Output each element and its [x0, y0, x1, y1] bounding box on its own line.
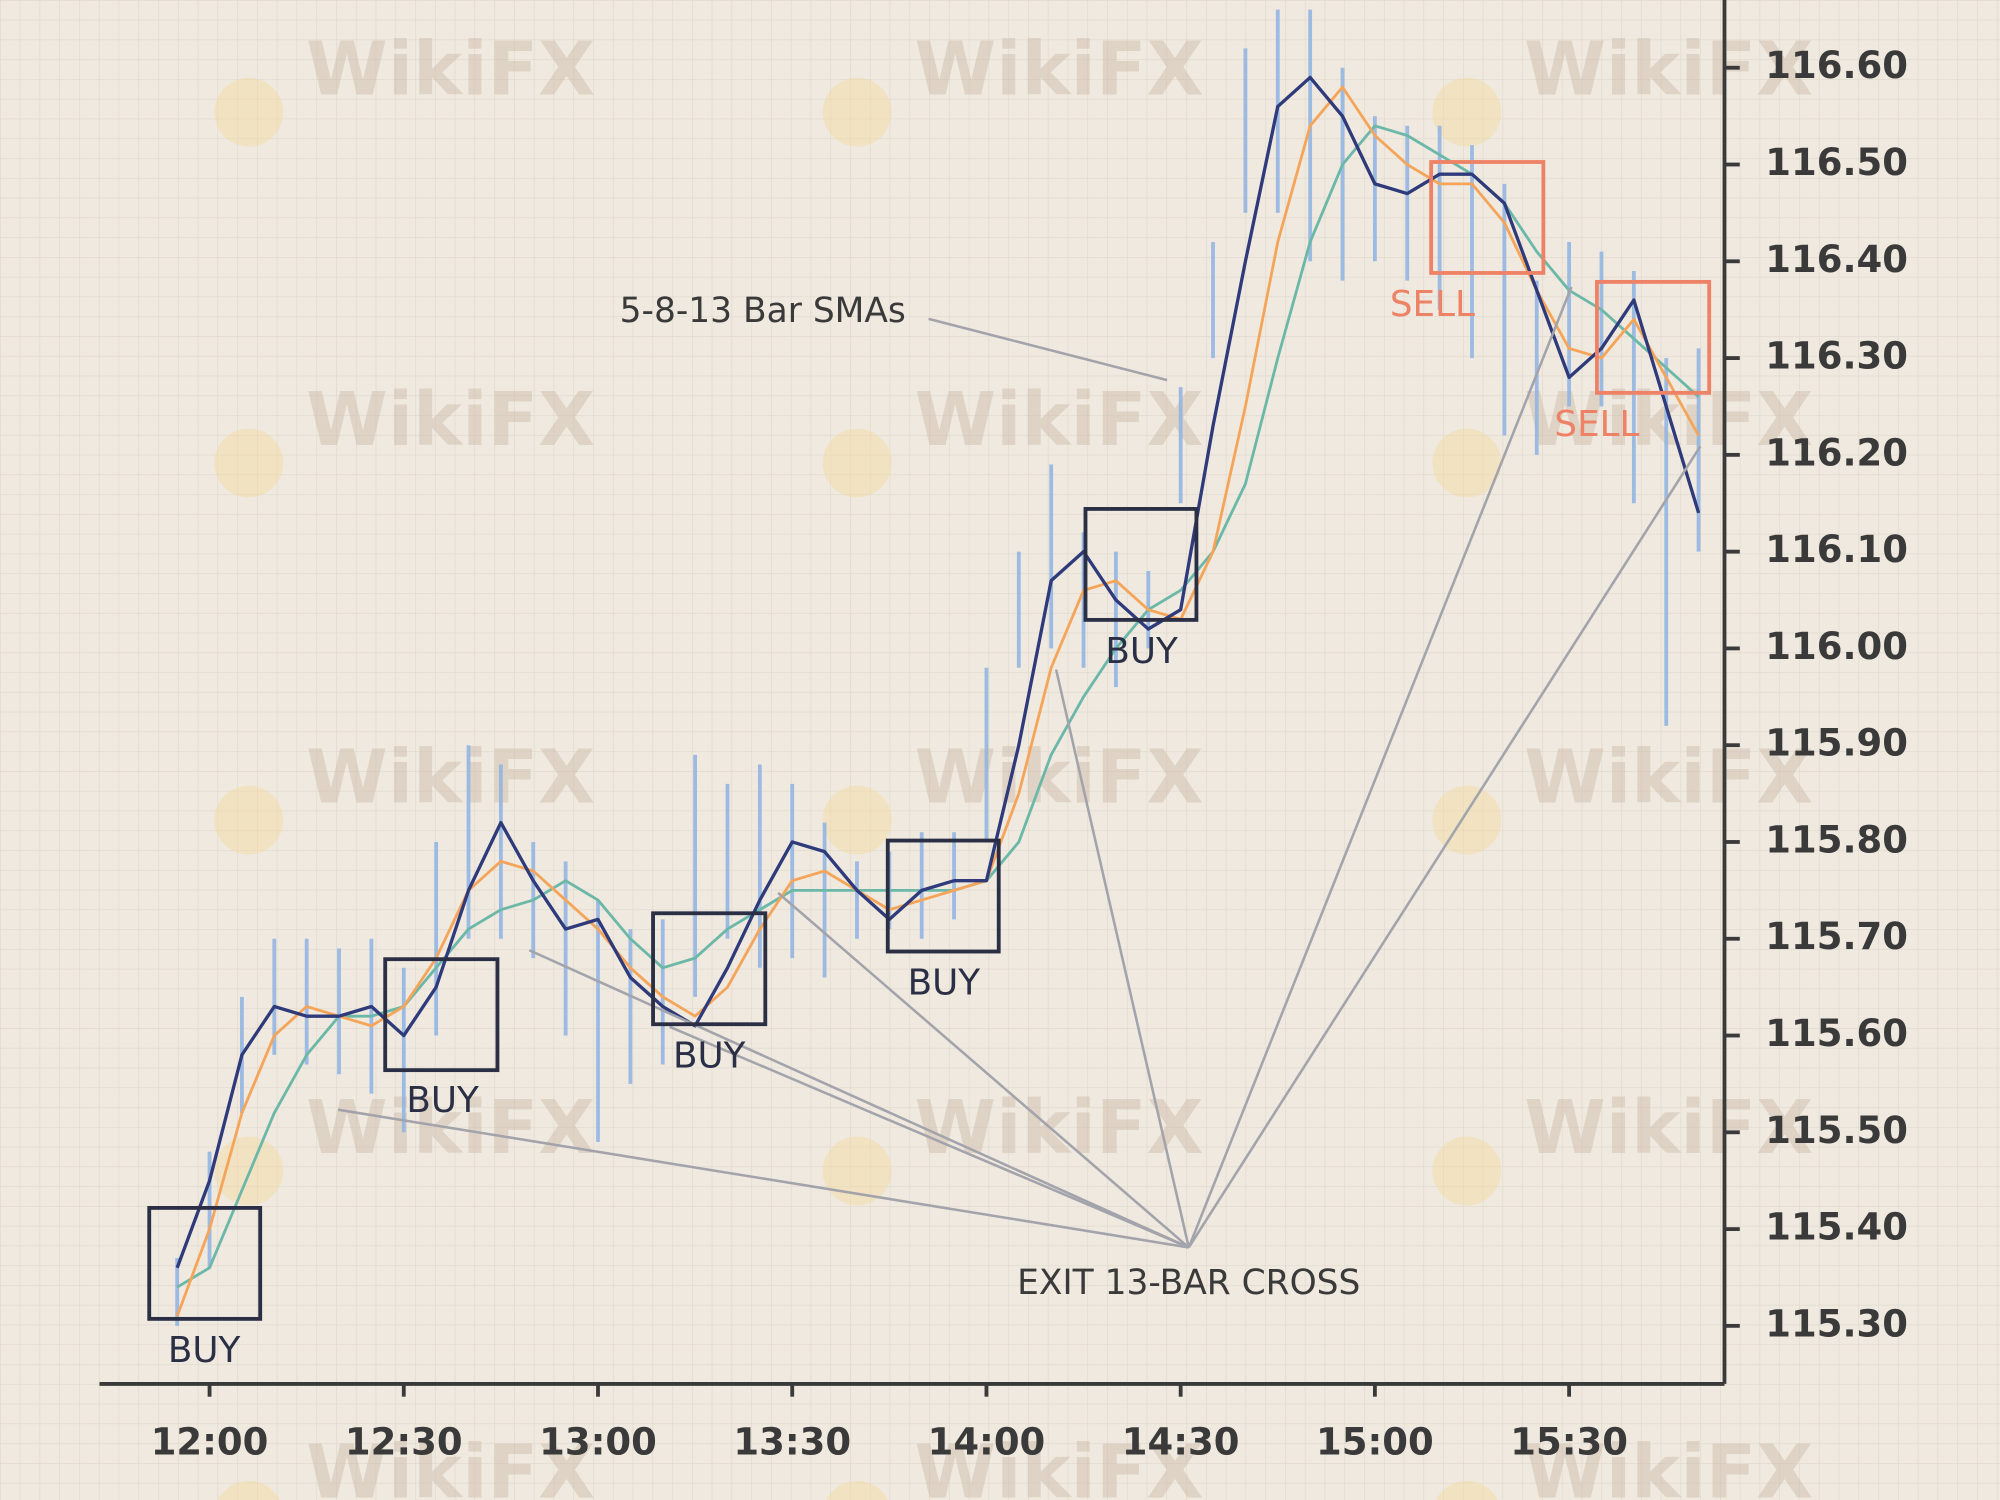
watermark-logo	[1435, 1480, 1498, 1500]
watermark-logo	[1432, 1136, 1502, 1206]
axes: 12:00 12:30 13:00 13:30 14:00 14:30 15:00 15:30…	[99, 0, 1908, 1463]
watermark: WikiFX	[306, 734, 595, 820]
y-tick-label: 116.30	[1765, 335, 1908, 378]
signal-label: BUY	[673, 1035, 746, 1076]
x-tick-label: 14:30	[1122, 1420, 1240, 1463]
y-tick-label: 115.90	[1765, 722, 1908, 765]
x-tick-label: 12:30	[345, 1420, 463, 1463]
buy-box	[651, 911, 768, 1027]
y-tick-label: 116.50	[1765, 141, 1908, 184]
y-tick-label: 115.30	[1765, 1302, 1908, 1345]
y-tick-label: 116.10	[1765, 528, 1908, 571]
watermark-logo	[822, 1136, 892, 1206]
sma-line	[175, 75, 1701, 1269]
watermark: WikiFX	[915, 1430, 1204, 1500]
watermark: WikiFX	[1524, 26, 1813, 112]
watermark: WikiFX	[915, 26, 1204, 112]
sma-line	[175, 85, 1700, 1317]
buy-box	[383, 957, 500, 1073]
watermark: WikiFX	[306, 26, 595, 112]
buy-box	[885, 838, 1001, 954]
exit-annotation: EXIT 13-BAR CROSS	[1017, 1263, 1360, 1303]
signal-label: BUY	[168, 1330, 241, 1371]
pointer-line	[777, 891, 1190, 1249]
watermark-logo	[822, 785, 892, 855]
x-tick-label: 13:00	[539, 1420, 657, 1463]
watermark: WikiFX	[306, 1430, 595, 1500]
watermark-logo	[822, 77, 892, 147]
sell-box	[1429, 160, 1546, 275]
y-tick-label: 115.50	[1765, 1109, 1908, 1152]
sma-annotation: 5-8-13 Bar SMAs	[620, 291, 906, 331]
signal-label: BUY	[908, 963, 981, 1004]
y-tick-label: 116.00	[1765, 625, 1908, 668]
x-tick-label: 15:00	[1316, 1420, 1434, 1463]
y-tick-label: 115.40	[1765, 1206, 1908, 1249]
signal-label: SELL	[1390, 284, 1475, 325]
signal-label: BUY	[1105, 631, 1178, 672]
watermark: WikiFX	[306, 377, 595, 463]
y-tick-label: 115.60	[1765, 1012, 1908, 1055]
watermark: WikiFX	[915, 734, 1204, 820]
signal-label: BUY	[406, 1080, 479, 1121]
watermark-logo	[822, 428, 892, 498]
signal-boxes	[147, 160, 1712, 1321]
watermark-logo	[1432, 785, 1502, 855]
pointer-line	[337, 1108, 1189, 1249]
sma-line	[176, 124, 1700, 1289]
pointer-line	[1054, 669, 1191, 1248]
watermark-logo	[214, 785, 284, 855]
watermarks: WikiFX WikiFX WikiFX WikiFX WikiFX WikiFX Wiki…	[214, 26, 1813, 1500]
watermark: WikiFX	[1524, 734, 1813, 820]
watermark-logo	[214, 428, 284, 498]
watermark-logo	[217, 1480, 280, 1500]
y-tick-label: 115.70	[1765, 915, 1908, 958]
pointer-line	[1187, 445, 1702, 1249]
buy-box	[147, 1205, 263, 1321]
x-tick-label: 14:00	[928, 1420, 1046, 1463]
pointer-line	[1187, 286, 1573, 1248]
watermark: WikiFX	[1524, 1430, 1813, 1500]
sell-box	[1595, 279, 1712, 395]
pointer-line	[928, 317, 1168, 382]
watermark-logo	[214, 77, 284, 147]
y-tick-label: 116.60	[1765, 44, 1908, 87]
plot	[175, 9, 1701, 1326]
x-tick-label: 15:30	[1510, 1420, 1628, 1463]
watermark: WikiFX	[915, 377, 1204, 463]
watermark: WikiFX	[1524, 1085, 1813, 1171]
y-tick-label: 115.80	[1765, 818, 1908, 861]
buy-box	[1083, 507, 1199, 622]
pointer-line	[528, 949, 1190, 1249]
x-tick-label: 13:30	[733, 1420, 851, 1463]
pointer-line	[669, 1025, 1190, 1249]
x-tick-label: 12:00	[151, 1420, 269, 1463]
signal-label: SELL	[1554, 404, 1639, 445]
y-tick-label: 116.20	[1765, 431, 1908, 474]
watermark-logo	[1432, 428, 1502, 498]
watermark-logo	[826, 1480, 888, 1500]
y-tick-label: 116.40	[1765, 238, 1908, 281]
watermark-logo	[1432, 77, 1502, 147]
annotation-lines	[337, 286, 1702, 1249]
